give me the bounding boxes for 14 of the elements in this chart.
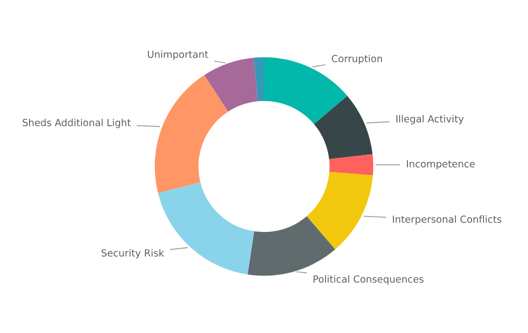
slice-label: Unimportant [148, 50, 208, 60]
donut-slice [248, 216, 336, 276]
donut-slice [154, 75, 228, 193]
slice-label: Corruption [332, 54, 382, 64]
donut-slice [314, 96, 373, 160]
slice-label: Political Consequences [314, 275, 424, 285]
slice-label: Security Risk [102, 249, 164, 258]
slice-label: Interpersonal Conflicts [392, 215, 502, 225]
donut-slice [306, 172, 373, 250]
donut-slice [254, 57, 264, 102]
slice-label: Incompetence [406, 160, 475, 170]
slice-label: Illegal Activity [396, 114, 464, 124]
slice-label: Sheds Additional Light [22, 118, 131, 128]
donut-slice [329, 154, 374, 176]
